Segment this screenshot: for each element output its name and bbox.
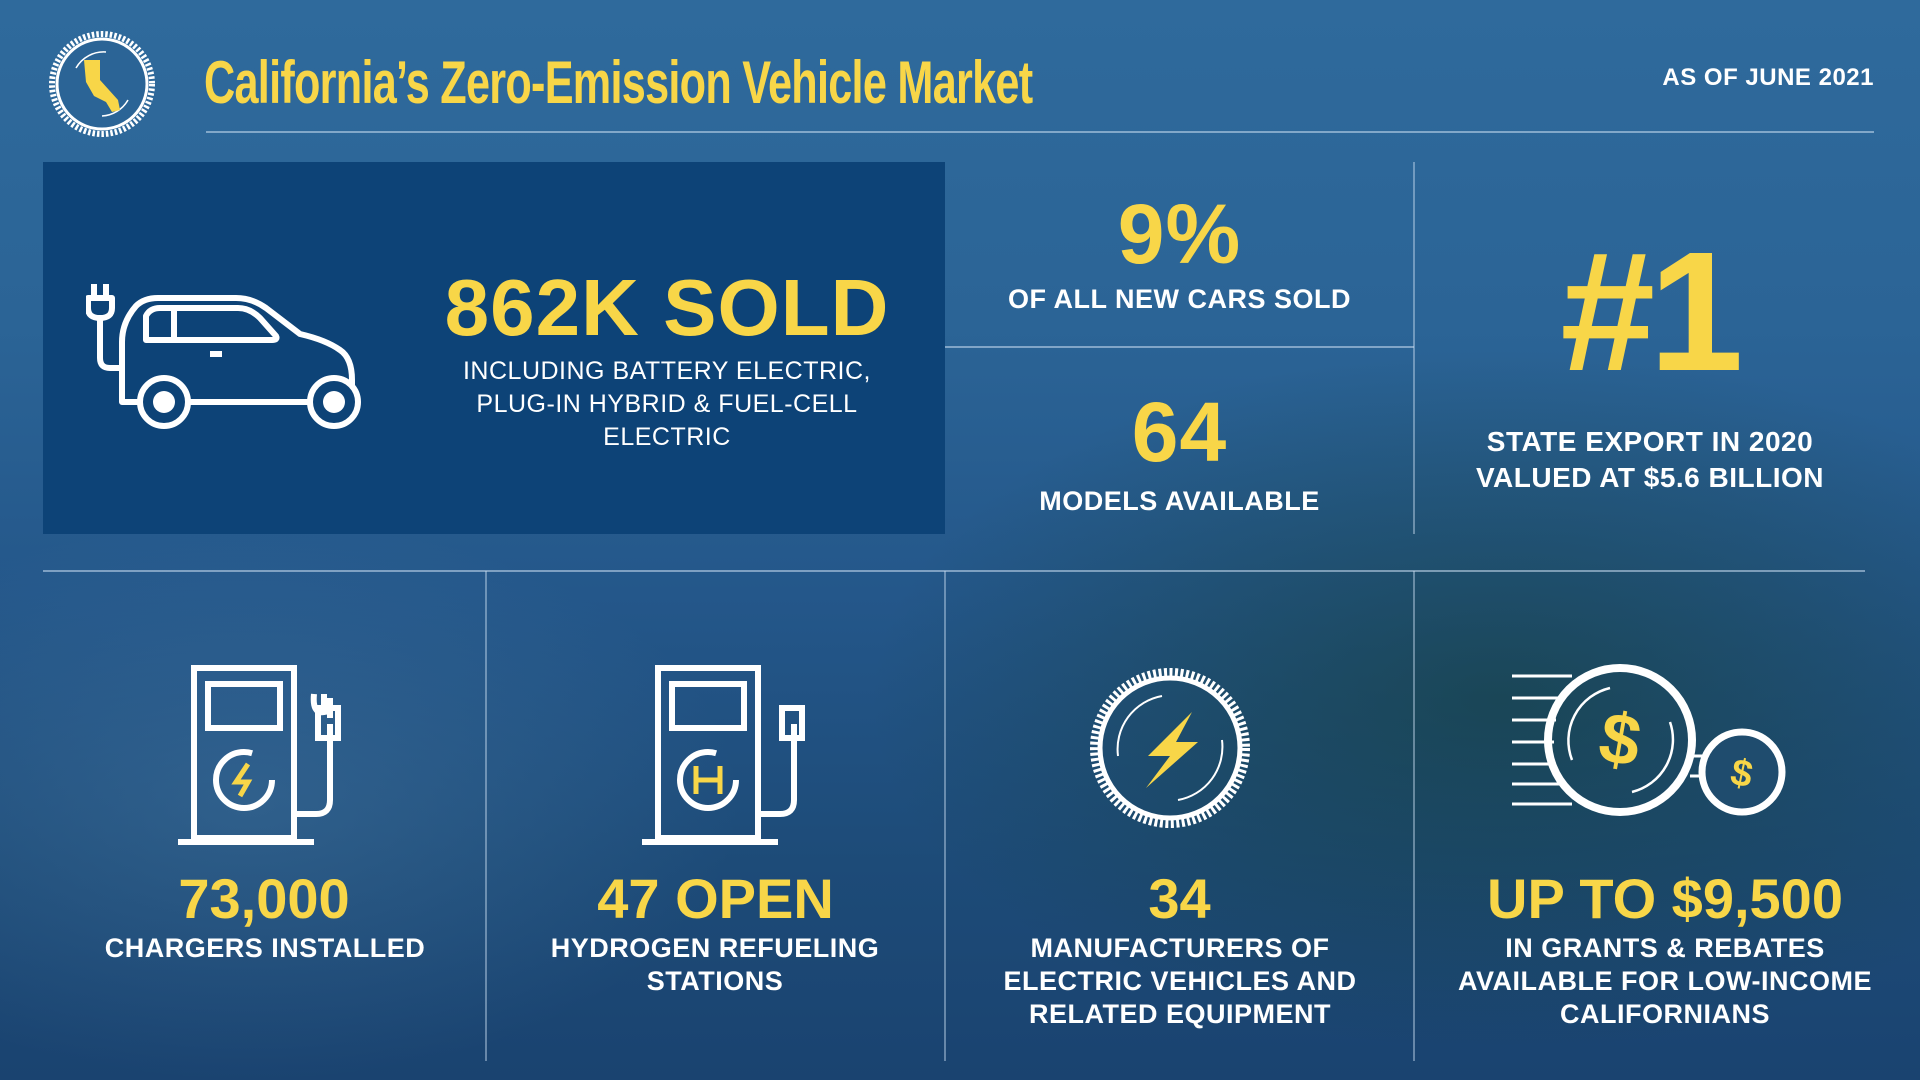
- hydrogen-pump-icon: [642, 665, 805, 845]
- hydrogen-value: 47 OPEN: [597, 867, 834, 930]
- export-rank: #1: [1560, 217, 1743, 407]
- chargers-label: CHARGERS INSTALLED: [104, 933, 426, 963]
- sold-value: 862K SOLD: [444, 263, 890, 352]
- export-label: STATE EXPORT IN 2020 VALUED AT $5.6 BILL…: [1475, 426, 1825, 493]
- hydrogen-label: HYDROGEN REFUELING STATIONS: [550, 933, 880, 996]
- divider: [485, 571, 487, 1061]
- svg-text:$: $: [1593, 697, 1646, 783]
- california-seal-icon: [49, 31, 155, 137]
- section-divider: [43, 570, 1865, 572]
- rebates-value: UP TO $9,500: [1487, 867, 1843, 930]
- divider: [1413, 571, 1415, 1061]
- lightning-gear-icon: [1090, 668, 1250, 828]
- divider: [1413, 162, 1415, 534]
- manufacturers-value: 34: [1148, 867, 1211, 930]
- header-divider: [206, 131, 1874, 133]
- models-value: 64: [1131, 385, 1228, 479]
- electric-car-icon: [86, 284, 361, 429]
- models-label: MODELS AVAILABLE: [1039, 486, 1320, 516]
- chargers-value: 73,000: [178, 867, 350, 930]
- page-title: California’s Zero-Emission Vehicle Marke…: [204, 49, 1033, 116]
- rebates-label: IN GRANTS & REBATES AVAILABLE FOR LOW-IN…: [1458, 933, 1872, 1029]
- dollar-coins-icon: $ $: [1512, 664, 1786, 816]
- share-value: 9%: [1117, 187, 1242, 281]
- sold-label: INCLUDING BATTERY ELECTRIC, PLUG-IN HYBR…: [462, 357, 872, 451]
- as-of-date: AS OF JUNE 2021: [1662, 64, 1874, 91]
- share-label: OF ALL NEW CARS SOLD: [1008, 284, 1351, 314]
- ev-charger-icon: [178, 665, 341, 845]
- divider: [945, 346, 1414, 348]
- divider: [944, 571, 946, 1061]
- manufacturers-label: MANUFACTURERS OF ELECTRIC VEHICLES AND R…: [1003, 933, 1357, 1029]
- sold-panel: [43, 162, 945, 534]
